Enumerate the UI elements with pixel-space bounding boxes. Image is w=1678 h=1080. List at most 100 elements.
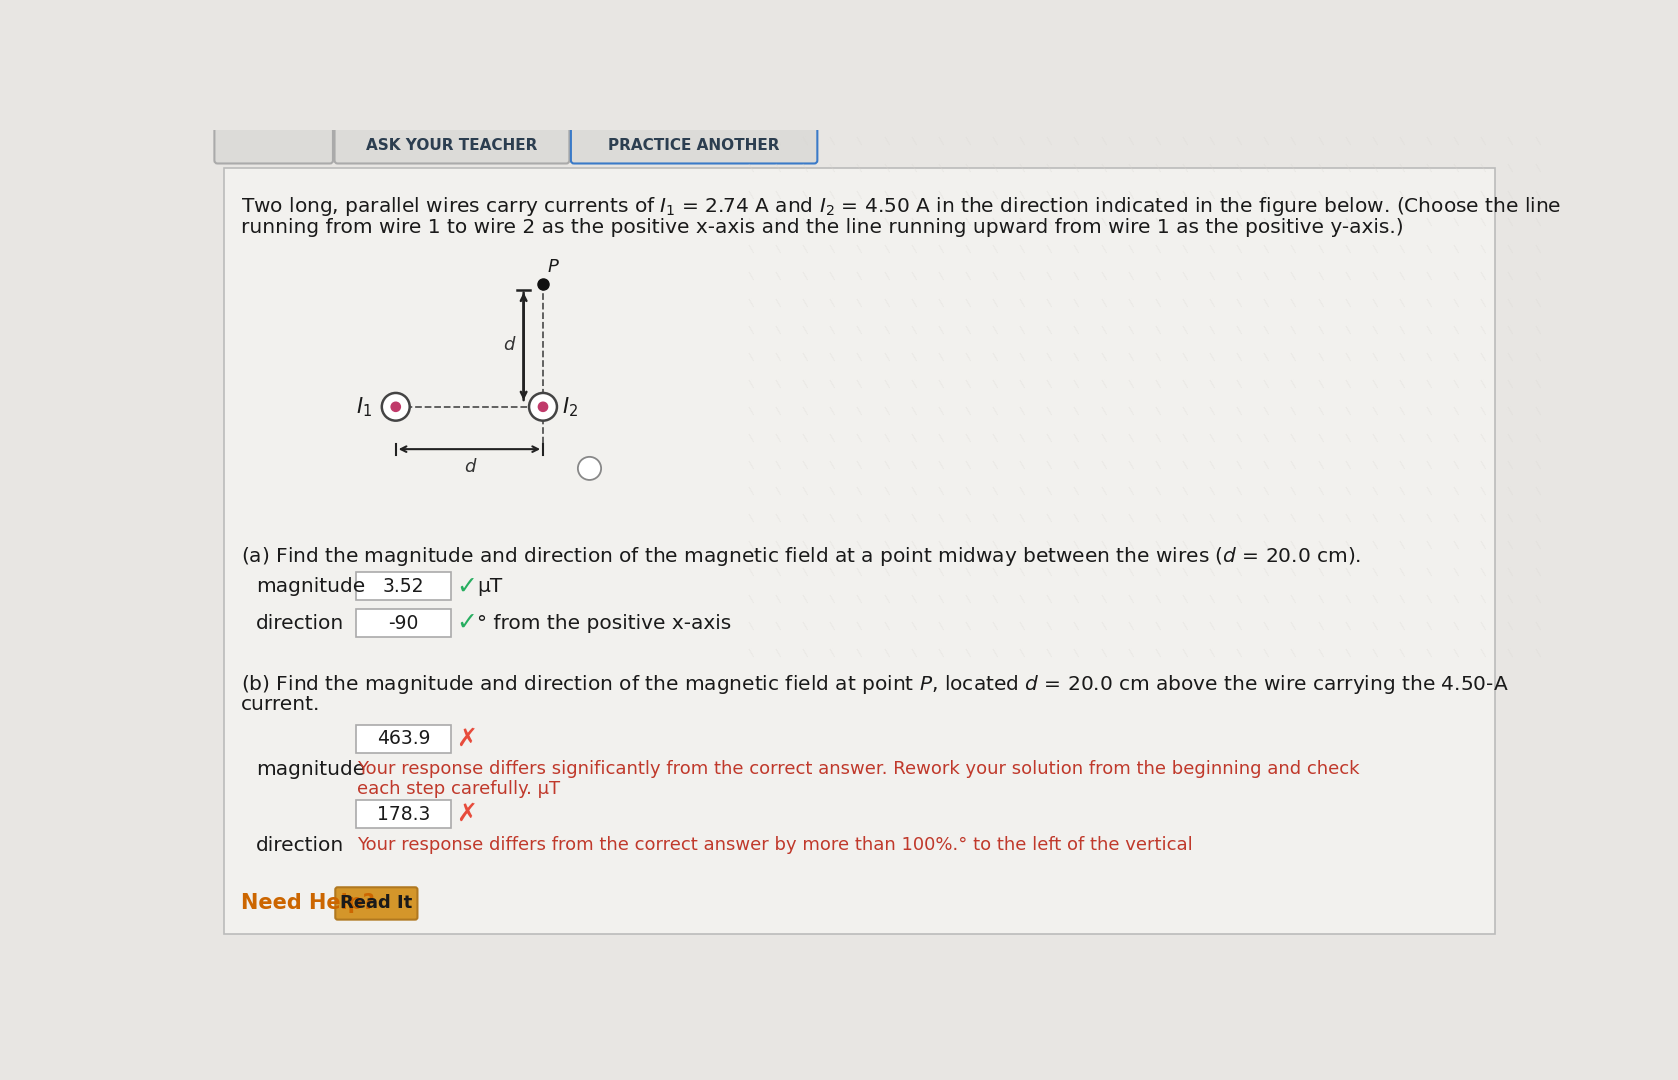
Text: /: / [1507,163,1517,173]
Text: /: / [1072,379,1082,389]
Text: /: / [938,622,946,631]
Text: /: / [1371,217,1381,227]
Text: /: / [1264,487,1272,496]
Text: /: / [1181,352,1191,362]
Text: /: / [748,271,757,281]
Text: /: / [911,406,920,416]
Text: /: / [829,298,839,308]
Text: /: / [1426,568,1435,577]
Text: /: / [775,271,784,281]
Text: /: / [1453,325,1462,335]
Text: /: / [1181,136,1191,146]
Text: /: / [1453,352,1462,362]
Text: /: / [1019,622,1029,631]
Text: /: / [965,460,973,469]
Text: /: / [1208,487,1218,496]
Text: /: / [1453,622,1462,631]
Text: /: / [748,379,757,389]
Text: /: / [775,541,784,550]
Text: /: / [829,406,839,416]
Text: /: / [1101,271,1109,281]
Text: /: / [1072,622,1082,631]
Text: /: / [748,648,757,658]
Text: /: / [1072,406,1082,416]
Text: /: / [1208,595,1218,604]
Text: /: / [1264,406,1272,416]
Text: Read It: Read It [341,894,413,913]
Text: /: / [1181,568,1191,577]
Text: /: / [992,244,1002,254]
Text: /: / [802,460,810,469]
Text: /: / [1072,514,1082,523]
Circle shape [391,402,401,411]
Text: /: / [883,298,893,308]
Text: /: / [1264,622,1272,631]
Text: /: / [938,190,946,200]
Text: /: / [938,379,946,389]
Text: /: / [1208,163,1218,173]
Text: /: / [965,298,973,308]
Text: /: / [829,487,839,496]
Text: /: / [1344,271,1354,281]
Text: /: / [1317,325,1327,335]
Text: /: / [1371,352,1381,362]
Text: /: / [1398,190,1408,200]
Text: /: / [802,514,810,523]
Text: /: / [1154,433,1165,443]
Text: /: / [1480,190,1490,200]
Text: /: / [1290,514,1299,523]
Text: /: / [1317,541,1327,550]
Text: /: / [1128,379,1136,389]
Text: /: / [1181,460,1191,469]
Text: Need Help?: Need Help? [240,893,374,914]
Text: /: / [802,298,810,308]
Text: /: / [1154,325,1165,335]
Text: /: / [1344,514,1354,523]
Text: /: / [1453,244,1462,254]
Text: /: / [1072,136,1082,146]
Text: /: / [1507,460,1517,469]
Text: /: / [992,568,1002,577]
Text: /: / [938,163,946,173]
Text: /: / [1154,514,1165,523]
FancyBboxPatch shape [336,888,418,920]
Text: /: / [992,541,1002,550]
Text: /: / [938,460,946,469]
Text: /: / [775,487,784,496]
Text: /: / [938,514,946,523]
Text: /: / [1208,325,1218,335]
Text: /: / [1480,568,1490,577]
Text: /: / [1264,136,1272,146]
Text: /: / [1344,595,1354,604]
Text: /: / [1534,514,1544,523]
Text: /: / [1235,406,1245,416]
Text: /: / [802,433,810,443]
Text: /: / [1398,244,1408,254]
Text: /: / [1290,190,1299,200]
Text: /: / [1235,568,1245,577]
Text: /: / [829,136,839,146]
Text: /: / [965,514,973,523]
Text: /: / [965,271,973,281]
Text: /: / [1101,487,1109,496]
Text: /: / [1208,433,1218,443]
Text: /: / [965,190,973,200]
Text: /: / [1344,325,1354,335]
Text: /: / [1507,622,1517,631]
Text: /: / [1453,568,1462,577]
Text: /: / [1290,244,1299,254]
Text: /: / [748,433,757,443]
Text: /: / [802,163,810,173]
Text: /: / [1154,271,1165,281]
Text: /: / [1507,244,1517,254]
Text: /: / [1181,622,1191,631]
Text: /: / [1317,622,1327,631]
Text: /: / [775,136,784,146]
Text: /: / [1453,406,1462,416]
Text: /: / [856,379,866,389]
Text: /: / [883,190,893,200]
Text: /: / [1371,595,1381,604]
Text: /: / [1317,298,1327,308]
Text: /: / [1453,190,1462,200]
Text: /: / [1101,325,1109,335]
